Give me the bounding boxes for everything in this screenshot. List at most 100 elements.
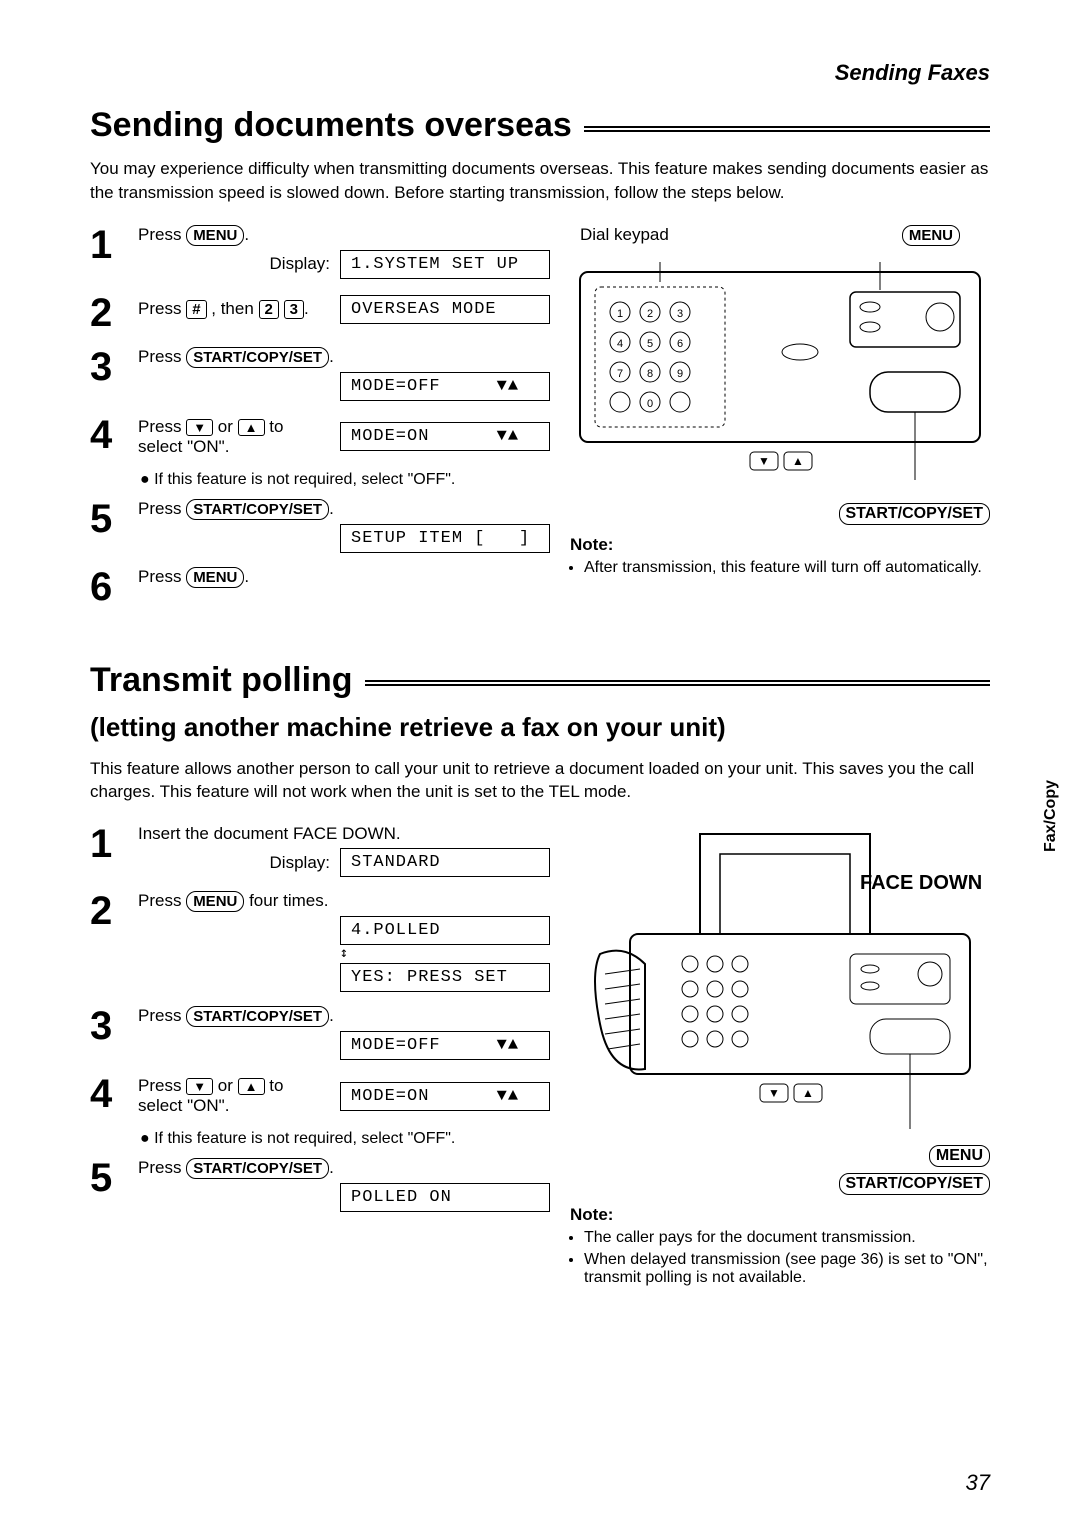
svg-text:5: 5 (647, 338, 653, 350)
note-title: Note: (570, 535, 990, 555)
lcd-display: 4.POLLED (340, 916, 550, 945)
step6: 6 Press MENU. (90, 567, 550, 607)
start-button-label: START/COPY/SET (186, 499, 329, 520)
section2-intro: This feature allows another person to ca… (90, 757, 990, 805)
step2: 2 Press # , then 2 3. OVERSEAS MODE (90, 293, 550, 333)
start-button-label: START/COPY/SET (186, 347, 329, 368)
lcd-display: SETUP ITEM [ ] (340, 524, 550, 553)
step4-sub: ● If this feature is not required, selec… (140, 471, 550, 489)
step-text: . (244, 567, 249, 586)
step-text: Press (138, 891, 186, 910)
svg-text:FACE DOWN: FACE DOWN (860, 872, 982, 894)
step-text: or (213, 1076, 238, 1095)
section2-subtitle: (letting another machine retrieve a fax … (90, 712, 990, 743)
menu-button-label: MENU (929, 1145, 990, 1167)
step-number: 5 (90, 1158, 138, 1198)
svg-text:2: 2 (647, 308, 653, 320)
svg-text:9: 9 (677, 368, 683, 380)
section2-title: Transmit polling (90, 661, 353, 700)
display-label: Display: (270, 853, 330, 873)
up-arrow-key: ▲ (238, 1078, 265, 1095)
svg-text:▼: ▼ (768, 1086, 780, 1100)
step-text: four times. (244, 891, 328, 910)
step4: 4 Press ▼ or ▲ to select "ON". MODE=ON ▼… (90, 415, 550, 457)
step-number: 4 (90, 415, 138, 455)
step3b: 3 Press START/COPY/SET. MODE=OFF ▼▲ (90, 1006, 550, 1060)
start-button-label: START/COPY/SET (839, 503, 991, 525)
section2-body: 1 Insert the document FACE DOWN. Display… (90, 824, 990, 1291)
step4b-sub: ● If this feature is not required, selec… (140, 1130, 550, 1148)
menu-button-label: MENU (186, 567, 244, 588)
note-item: After transmission, this feature will tu… (584, 559, 990, 577)
menu-button-label: MENU (186, 891, 244, 912)
updown-icon: ↕ (138, 945, 550, 961)
menu-button-label: MENU (186, 225, 244, 246)
section1-title-row: Sending documents overseas (90, 106, 990, 145)
step2b: 2 Press MENU four times. 4.POLLED ↕ YES:… (90, 891, 550, 992)
note-item: When delayed transmission (see page 36) … (584, 1251, 990, 1287)
lcd-display: OVERSEAS MODE (340, 295, 550, 324)
step-number: 6 (90, 567, 138, 607)
side-tab: Fax/Copy (1042, 780, 1060, 852)
svg-text:▲: ▲ (792, 454, 804, 468)
step-text: Press (138, 1158, 186, 1177)
section2-title-row: Transmit polling (90, 661, 990, 700)
svg-text:3: 3 (677, 308, 683, 320)
lcd-display: STANDARD (340, 848, 550, 877)
step-text: Press (138, 417, 186, 436)
start-button-label: START/COPY/SET (186, 1006, 329, 1027)
section2-steps: 1 Insert the document FACE DOWN. Display… (90, 824, 550, 1291)
step-text: , then (207, 299, 259, 318)
section2-illustration: FACE DOWN ▼ ▲ MENU START/COPY/S (570, 824, 990, 1291)
note-title: Note: (570, 1205, 990, 1225)
page-number: 37 (966, 1470, 990, 1496)
step-text: . (329, 1158, 334, 1177)
fax-device-icon: 123 456 789 0 ▼ ▲ (570, 252, 990, 492)
step-text: or (213, 417, 238, 436)
step-text: Press (138, 347, 186, 366)
svg-text:7: 7 (617, 368, 623, 380)
step-text: Press (138, 1076, 186, 1095)
down-arrow-key: ▼ (186, 419, 213, 436)
step5: 5 Press START/COPY/SET. SETUP ITEM [ ] (90, 499, 550, 553)
step-number: 2 (90, 293, 138, 333)
step4b: 4 Press ▼ or ▲ to select "ON". MODE=ON ▼… (90, 1074, 550, 1116)
step-number: 4 (90, 1074, 138, 1114)
menu-button-label: MENU (902, 225, 960, 246)
svg-text:▼: ▼ (758, 454, 770, 468)
lcd-display: 1.SYSTEM SET UP (340, 250, 550, 279)
step-number: 3 (90, 1006, 138, 1046)
lcd-display: MODE=OFF ▼▲ (340, 372, 550, 401)
step1b: 1 Insert the document FACE DOWN. Display… (90, 824, 550, 877)
step3: 3 Press START/COPY/SET. MODE=OFF ▼▲ (90, 347, 550, 401)
fax-device-with-doc-icon: FACE DOWN ▼ ▲ (570, 824, 990, 1134)
step-number: 2 (90, 891, 138, 931)
step-text: . (329, 499, 334, 518)
svg-text:8: 8 (647, 368, 653, 380)
running-head: Sending Faxes (90, 60, 990, 86)
lcd-display: POLLED ON (340, 1183, 550, 1212)
step-text: Press (138, 299, 186, 318)
svg-text:0: 0 (647, 398, 653, 410)
keypad-label: Dial keypad (580, 225, 669, 246)
svg-text:1: 1 (617, 308, 623, 320)
step-number: 5 (90, 499, 138, 539)
step-number: 3 (90, 347, 138, 387)
section1-body: 1 Press MENU. Display: 1.SYSTEM SET UP 2… (90, 225, 990, 621)
step-text: Press (138, 567, 186, 586)
step-text: . (244, 225, 249, 244)
title-rule (365, 680, 990, 686)
display-label: Display: (270, 254, 330, 274)
key-3: 3 (284, 300, 304, 319)
key-2: 2 (259, 300, 279, 319)
step-text: . (329, 347, 334, 366)
step-number: 1 (90, 225, 138, 265)
svg-text:▲: ▲ (802, 1086, 814, 1100)
step-text: . (304, 299, 309, 318)
step1: 1 Press MENU. Display: 1.SYSTEM SET UP (90, 225, 550, 279)
step-text: . (329, 1006, 334, 1025)
lcd-display: YES: PRESS SET (340, 963, 550, 992)
step-text: Press (138, 225, 186, 244)
up-arrow-key: ▲ (238, 419, 265, 436)
step5b: 5 Press START/COPY/SET. POLLED ON (90, 1158, 550, 1212)
